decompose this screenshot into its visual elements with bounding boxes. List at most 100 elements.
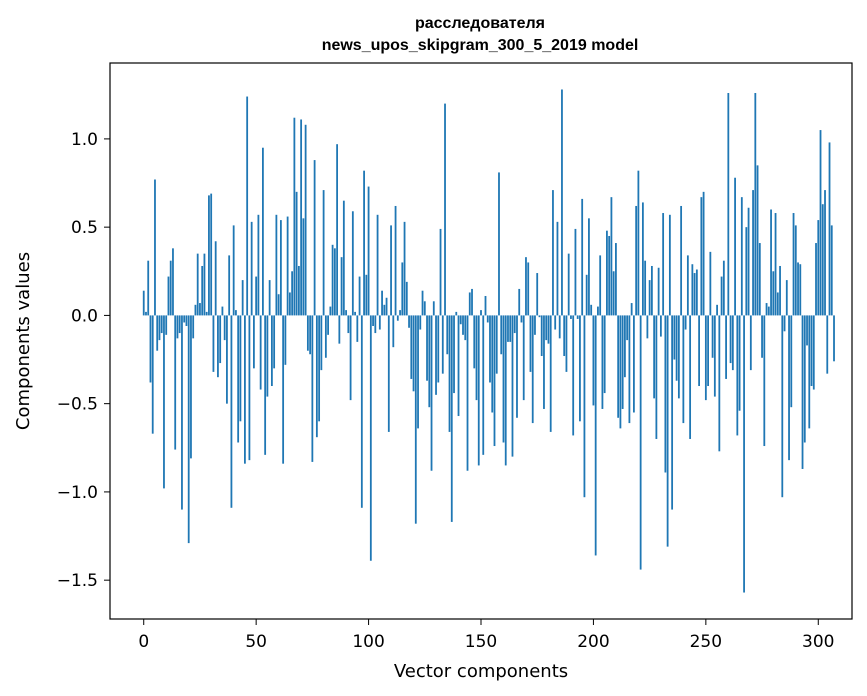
bar bbox=[689, 315, 692, 439]
bar bbox=[659, 315, 662, 337]
bar bbox=[619, 315, 622, 429]
bar bbox=[774, 213, 777, 316]
bar bbox=[833, 315, 835, 362]
bar bbox=[410, 315, 413, 379]
bar bbox=[235, 310, 237, 316]
bar bbox=[682, 315, 685, 424]
bar bbox=[498, 172, 500, 316]
bar bbox=[253, 315, 255, 369]
bar bbox=[228, 255, 231, 316]
bar bbox=[570, 315, 572, 319]
bar bbox=[421, 290, 424, 316]
bar bbox=[657, 267, 660, 316]
bar bbox=[313, 160, 316, 316]
bar bbox=[459, 315, 462, 325]
bar bbox=[246, 96, 249, 316]
bar bbox=[563, 315, 566, 357]
bar bbox=[680, 205, 683, 316]
bar bbox=[761, 315, 763, 358]
y-tick-label: −1.5 bbox=[57, 571, 98, 591]
bar bbox=[603, 315, 606, 394]
bar bbox=[154, 179, 156, 316]
bar bbox=[275, 214, 278, 316]
bar bbox=[192, 315, 195, 339]
x-axis-label: Vector components bbox=[394, 661, 568, 682]
bar bbox=[145, 311, 147, 316]
bar bbox=[565, 315, 568, 372]
bar bbox=[740, 197, 743, 316]
bar bbox=[237, 315, 240, 443]
bar bbox=[390, 225, 392, 316]
bar bbox=[486, 315, 489, 323]
bar bbox=[174, 315, 177, 450]
bar bbox=[776, 292, 779, 316]
bar bbox=[610, 197, 613, 316]
bar bbox=[342, 200, 345, 316]
bar bbox=[183, 315, 186, 323]
bar bbox=[279, 220, 282, 316]
bar bbox=[536, 273, 539, 316]
bar bbox=[507, 315, 509, 342]
bar bbox=[700, 197, 703, 316]
bar bbox=[767, 306, 770, 316]
bar bbox=[581, 198, 584, 316]
bar bbox=[324, 315, 327, 358]
bar bbox=[360, 315, 363, 508]
chart-title-line-1: расследователя bbox=[415, 15, 545, 32]
bar bbox=[677, 315, 680, 399]
bar bbox=[336, 144, 338, 316]
bar bbox=[453, 315, 455, 394]
bar bbox=[500, 315, 503, 355]
bar bbox=[749, 315, 752, 371]
bar bbox=[621, 315, 624, 409]
bar bbox=[709, 251, 712, 316]
bar bbox=[329, 306, 332, 316]
bar bbox=[205, 311, 208, 316]
bar bbox=[300, 119, 303, 316]
bar bbox=[518, 288, 521, 316]
bar bbox=[176, 315, 179, 339]
bar bbox=[779, 265, 781, 316]
bar bbox=[387, 315, 390, 432]
bar bbox=[810, 315, 813, 387]
bar bbox=[713, 315, 716, 397]
bar bbox=[615, 243, 617, 316]
bar bbox=[673, 315, 676, 360]
bar bbox=[457, 315, 460, 417]
bar bbox=[743, 315, 745, 593]
bar bbox=[734, 177, 736, 316]
bar bbox=[504, 315, 507, 466]
bar bbox=[286, 216, 289, 316]
bar bbox=[217, 315, 219, 378]
x-tick-label: 0 bbox=[138, 632, 149, 652]
bar bbox=[824, 190, 826, 316]
bar bbox=[432, 301, 435, 316]
bar bbox=[482, 315, 485, 455]
bar bbox=[583, 315, 586, 498]
bar bbox=[815, 243, 817, 316]
bar bbox=[268, 280, 271, 316]
bar bbox=[527, 262, 530, 316]
bar bbox=[590, 304, 593, 316]
bar bbox=[158, 315, 161, 341]
bar bbox=[378, 315, 381, 330]
bar bbox=[624, 315, 626, 378]
bar bbox=[664, 315, 667, 473]
bar bbox=[284, 315, 287, 365]
bar bbox=[471, 288, 473, 316]
bar bbox=[534, 315, 536, 335]
bar bbox=[606, 230, 608, 316]
bar bbox=[466, 315, 469, 471]
plot-area bbox=[142, 89, 835, 593]
bar bbox=[491, 315, 494, 413]
bar bbox=[358, 276, 361, 316]
bar bbox=[477, 315, 480, 466]
bar bbox=[273, 315, 276, 369]
bar bbox=[401, 262, 404, 316]
bar bbox=[520, 315, 523, 323]
bar bbox=[149, 315, 152, 383]
bar bbox=[646, 315, 649, 339]
bar bbox=[540, 315, 543, 357]
bar bbox=[270, 315, 273, 387]
